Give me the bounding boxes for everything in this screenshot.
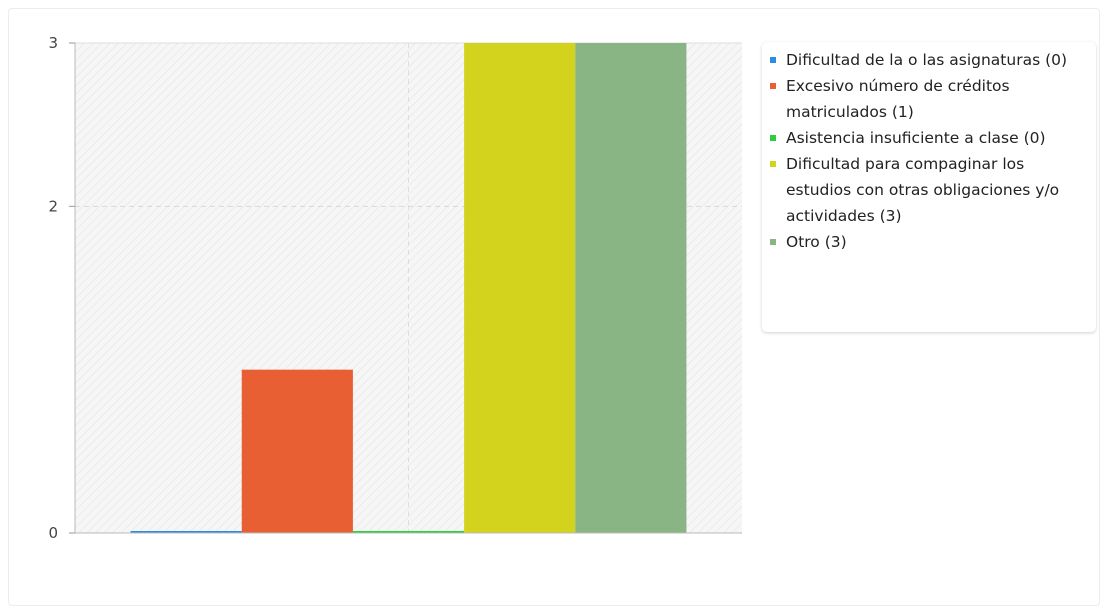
legend-item[interactable]: Excesivo número de créditos matriculados… xyxy=(770,73,1088,125)
legend-swatch xyxy=(770,239,776,245)
y-tick-label: 0 xyxy=(48,524,58,542)
y-tick-label: 3 xyxy=(48,34,58,52)
legend-swatch xyxy=(770,135,776,141)
bars xyxy=(130,43,687,533)
legend-item[interactable]: Dificultad de la o las asignaturas (0) xyxy=(770,47,1088,73)
legend-item[interactable]: Asistencia insuficiente a clase (0) xyxy=(770,125,1088,151)
legend-item[interactable]: Otro (3) xyxy=(770,229,1088,255)
bar[interactable] xyxy=(241,369,353,533)
legend-swatch xyxy=(770,161,776,167)
bar[interactable] xyxy=(575,43,687,533)
legend-label: Excesivo número de créditos matriculados… xyxy=(786,77,1010,121)
legend: Dificultad de la o las asignaturas (0) E… xyxy=(762,42,1096,332)
legend-label: Dificultad de la o las asignaturas (0) xyxy=(786,51,1068,69)
bar[interactable] xyxy=(130,531,242,533)
legend-item[interactable]: Dificultad para compaginar los estudios … xyxy=(770,151,1088,229)
y-tick-labels: 0 2 3 xyxy=(48,34,75,542)
legend-swatch xyxy=(770,57,776,63)
legend-label: Asistencia insuficiente a clase (0) xyxy=(786,129,1046,147)
legend-swatch xyxy=(770,83,776,89)
bar[interactable] xyxy=(352,531,465,533)
y-tick-label: 2 xyxy=(48,197,58,215)
bar[interactable] xyxy=(464,43,576,533)
axes xyxy=(74,43,742,534)
legend-label: Dificultad para compaginar los estudios … xyxy=(786,155,1060,225)
legend-label: Otro (3) xyxy=(786,233,847,251)
